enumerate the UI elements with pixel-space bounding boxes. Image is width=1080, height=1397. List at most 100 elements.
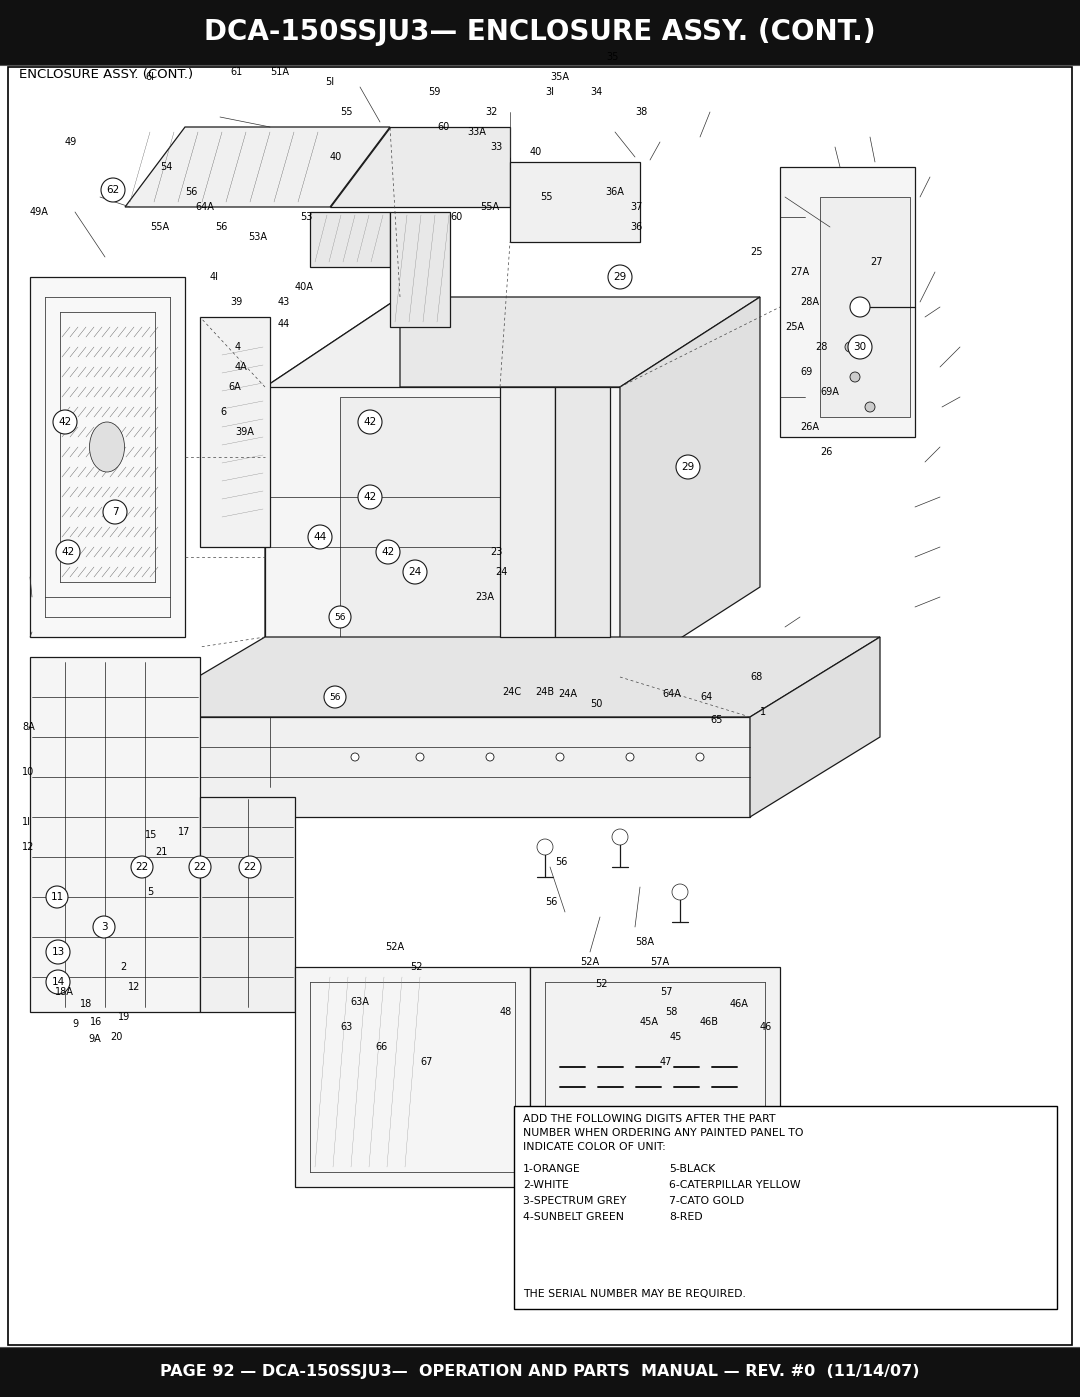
Text: 68: 68 bbox=[750, 672, 762, 682]
Circle shape bbox=[357, 485, 382, 509]
Circle shape bbox=[672, 884, 688, 900]
Text: 44: 44 bbox=[313, 532, 326, 542]
Text: 6I: 6I bbox=[145, 73, 154, 82]
Polygon shape bbox=[500, 387, 555, 637]
Circle shape bbox=[357, 409, 382, 434]
Polygon shape bbox=[125, 127, 390, 207]
Circle shape bbox=[376, 541, 400, 564]
Text: 50: 50 bbox=[590, 698, 603, 710]
Text: 38: 38 bbox=[635, 108, 647, 117]
Circle shape bbox=[46, 886, 68, 908]
Text: 61: 61 bbox=[230, 67, 242, 77]
Text: 1-ORANGE: 1-ORANGE bbox=[523, 1165, 581, 1175]
Text: 35: 35 bbox=[606, 52, 619, 61]
Text: 42: 42 bbox=[58, 416, 71, 427]
Text: 23: 23 bbox=[490, 548, 502, 557]
Text: DCA-150SSJU3— ENCLOSURE ASSY. (CONT.): DCA-150SSJU3— ENCLOSURE ASSY. (CONT.) bbox=[204, 18, 876, 46]
Text: 53A: 53A bbox=[248, 232, 267, 242]
Text: 60: 60 bbox=[450, 212, 462, 222]
Text: 29: 29 bbox=[681, 462, 694, 472]
Text: 56: 56 bbox=[555, 856, 567, 868]
Text: 64A: 64A bbox=[195, 203, 214, 212]
Text: 4A: 4A bbox=[235, 362, 247, 372]
Text: 24B: 24B bbox=[535, 687, 554, 697]
Text: 46A: 46A bbox=[730, 999, 748, 1009]
Polygon shape bbox=[310, 212, 390, 267]
Text: 34: 34 bbox=[590, 87, 603, 96]
Circle shape bbox=[612, 828, 627, 845]
Text: 3-SPECTRUM GREY: 3-SPECTRUM GREY bbox=[523, 1196, 626, 1207]
Polygon shape bbox=[510, 162, 640, 242]
Polygon shape bbox=[200, 798, 295, 1011]
Text: 66: 66 bbox=[375, 1042, 388, 1052]
Text: 5-BLACK: 5-BLACK bbox=[670, 1165, 715, 1175]
Text: 26: 26 bbox=[820, 447, 833, 457]
Bar bbox=[0, 1347, 1080, 1397]
Text: 32: 32 bbox=[485, 108, 498, 117]
Circle shape bbox=[626, 753, 634, 761]
Text: 1: 1 bbox=[760, 707, 766, 717]
Text: 3I: 3I bbox=[545, 87, 554, 96]
Text: 27A: 27A bbox=[789, 267, 809, 277]
Text: 56: 56 bbox=[215, 222, 228, 232]
Text: 49A: 49A bbox=[30, 207, 49, 217]
Text: 4I: 4I bbox=[210, 272, 219, 282]
Polygon shape bbox=[820, 197, 910, 416]
Text: 23A: 23A bbox=[475, 592, 494, 602]
Polygon shape bbox=[340, 397, 600, 666]
Text: 28: 28 bbox=[815, 342, 827, 352]
Polygon shape bbox=[200, 317, 270, 548]
Text: 69: 69 bbox=[800, 367, 812, 377]
Text: 37: 37 bbox=[630, 203, 643, 212]
Circle shape bbox=[845, 342, 855, 352]
Text: ADD THE FOLLOWING DIGITS AFTER THE PART
NUMBER WHEN ORDERING ANY PAINTED PANEL T: ADD THE FOLLOWING DIGITS AFTER THE PART … bbox=[523, 1115, 804, 1153]
Text: 18A: 18A bbox=[55, 988, 73, 997]
Text: 22: 22 bbox=[243, 862, 257, 872]
Text: 64: 64 bbox=[700, 692, 712, 703]
Text: 15: 15 bbox=[145, 830, 158, 840]
Text: 56: 56 bbox=[545, 897, 557, 907]
Text: 58: 58 bbox=[665, 1007, 677, 1017]
Text: 10: 10 bbox=[22, 767, 35, 777]
Text: 2-WHITE: 2-WHITE bbox=[523, 1180, 569, 1190]
Text: 25: 25 bbox=[750, 247, 762, 257]
Text: 13: 13 bbox=[52, 947, 65, 957]
Polygon shape bbox=[265, 298, 400, 678]
Text: 60: 60 bbox=[437, 122, 449, 131]
Text: 3: 3 bbox=[100, 922, 107, 932]
Text: 49: 49 bbox=[65, 137, 78, 147]
Text: 36: 36 bbox=[630, 222, 643, 232]
Text: 42: 42 bbox=[363, 492, 377, 502]
Polygon shape bbox=[130, 637, 880, 717]
Text: 67: 67 bbox=[420, 1058, 432, 1067]
Circle shape bbox=[696, 753, 704, 761]
Text: 55A: 55A bbox=[150, 222, 170, 232]
Text: THE SERIAL NUMBER MAY BE REQUIRED.: THE SERIAL NUMBER MAY BE REQUIRED. bbox=[523, 1289, 746, 1299]
Text: 42: 42 bbox=[62, 548, 75, 557]
Polygon shape bbox=[130, 717, 750, 817]
Text: 52: 52 bbox=[595, 979, 607, 989]
Circle shape bbox=[329, 606, 351, 629]
Polygon shape bbox=[265, 387, 620, 678]
Text: 55: 55 bbox=[540, 191, 553, 203]
Text: 8-RED: 8-RED bbox=[670, 1213, 703, 1222]
Text: 52A: 52A bbox=[580, 957, 599, 967]
Text: 18: 18 bbox=[80, 999, 92, 1009]
Polygon shape bbox=[30, 277, 185, 637]
Circle shape bbox=[189, 856, 211, 877]
Text: 40: 40 bbox=[530, 147, 542, 156]
Text: 14: 14 bbox=[52, 977, 65, 988]
Text: 56: 56 bbox=[329, 693, 341, 701]
Text: 46B: 46B bbox=[700, 1017, 719, 1027]
Text: 63: 63 bbox=[340, 1023, 352, 1032]
Text: 39: 39 bbox=[230, 298, 242, 307]
Text: 52A: 52A bbox=[384, 942, 404, 951]
Text: 6: 6 bbox=[220, 407, 226, 416]
Text: 54: 54 bbox=[160, 162, 173, 172]
Text: 63A: 63A bbox=[350, 997, 369, 1007]
Polygon shape bbox=[780, 168, 915, 437]
Circle shape bbox=[403, 560, 427, 584]
Polygon shape bbox=[265, 298, 760, 387]
Text: 9A: 9A bbox=[87, 1034, 100, 1044]
Text: 56: 56 bbox=[185, 187, 198, 197]
